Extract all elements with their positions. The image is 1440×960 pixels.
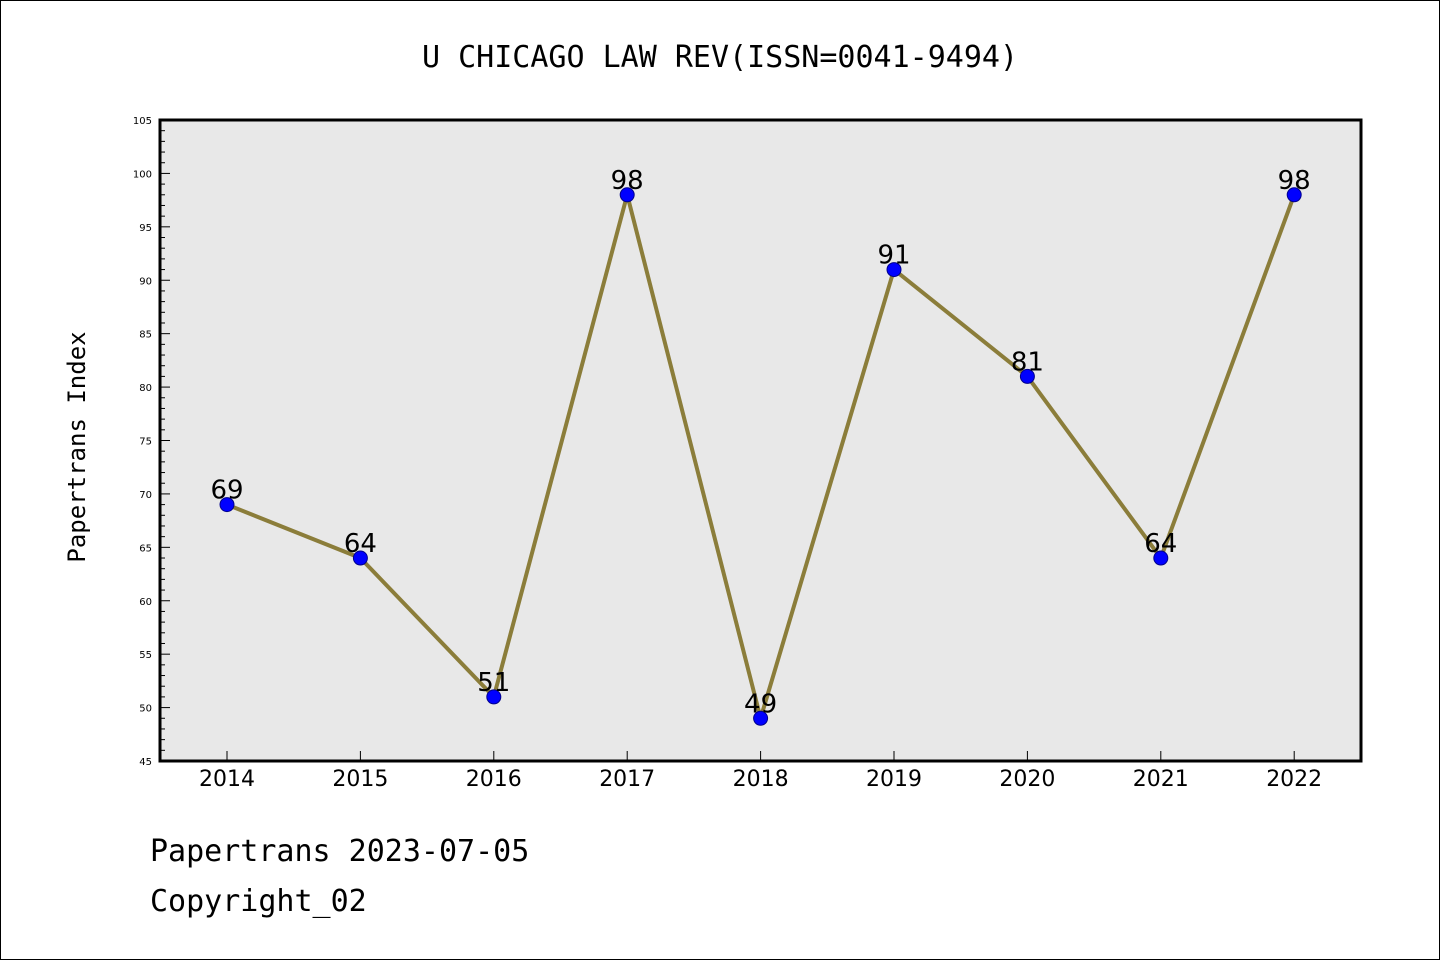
y-tick-label: 45	[139, 757, 152, 768]
x-tick-label: 2017	[599, 767, 655, 792]
data-label: 98	[1278, 166, 1311, 196]
x-tick-label: 2020	[999, 767, 1055, 792]
data-label: 81	[1011, 347, 1044, 377]
data-point	[886, 262, 902, 278]
footer-copyright: Copyright_02	[150, 884, 367, 919]
y-axis-ticks: 45 50 55 60 65 70 75 80 85 90 95 100 105	[133, 116, 170, 768]
data-point	[753, 710, 769, 726]
data-point	[352, 550, 368, 566]
y-tick-label: 75	[139, 437, 152, 448]
data-point	[1286, 187, 1302, 203]
data-point	[219, 497, 235, 513]
x-tick-label: 2014	[199, 767, 255, 792]
data-label: 64	[1144, 529, 1177, 559]
data-point	[486, 689, 502, 705]
x-tick-label: 2022	[1266, 767, 1322, 792]
y-axis-label: Papertrans Index	[63, 331, 91, 562]
y-tick-label: 100	[133, 169, 152, 180]
y-tick-label: 65	[139, 543, 152, 554]
series-line-group: 69 64 51 98 49 91 81 64 98	[210, 166, 1311, 726]
x-tick-label: 2021	[1133, 767, 1189, 792]
x-tick-label: 2015	[332, 767, 388, 792]
data-point	[1019, 368, 1035, 384]
x-tick-label: 2016	[466, 767, 522, 792]
data-label: 91	[877, 241, 910, 271]
y-tick-label: 50	[139, 704, 152, 715]
y-tick-label: 105	[133, 116, 152, 127]
y-tick-label: 70	[139, 490, 152, 501]
y-tick-label: 55	[139, 650, 152, 661]
chart-title: U CHICAGO LAW REV(ISSN=0041-9494)	[422, 40, 1018, 75]
data-label: 98	[611, 166, 644, 196]
data-label: 49	[744, 689, 777, 719]
plot-area	[158, 118, 1363, 763]
y-tick-label: 90	[139, 276, 152, 287]
data-label: 69	[210, 476, 243, 506]
data-point	[1153, 550, 1169, 566]
y-tick-label: 95	[139, 223, 152, 234]
y-tick-label: 60	[139, 597, 152, 608]
y-tick-label: 80	[139, 383, 152, 394]
x-tick-label: 2018	[733, 767, 789, 792]
x-axis-ticks: 2014 2015 2016 2017 2018 2019 2020 2021 2022	[199, 751, 1322, 792]
data-label: 51	[477, 668, 510, 698]
x-tick-label: 2019	[866, 767, 922, 792]
data-label: 64	[344, 529, 377, 559]
footer-date-line: Papertrans 2023-07-05	[150, 834, 530, 869]
data-point	[619, 187, 635, 203]
y-tick-label: 85	[139, 330, 152, 341]
